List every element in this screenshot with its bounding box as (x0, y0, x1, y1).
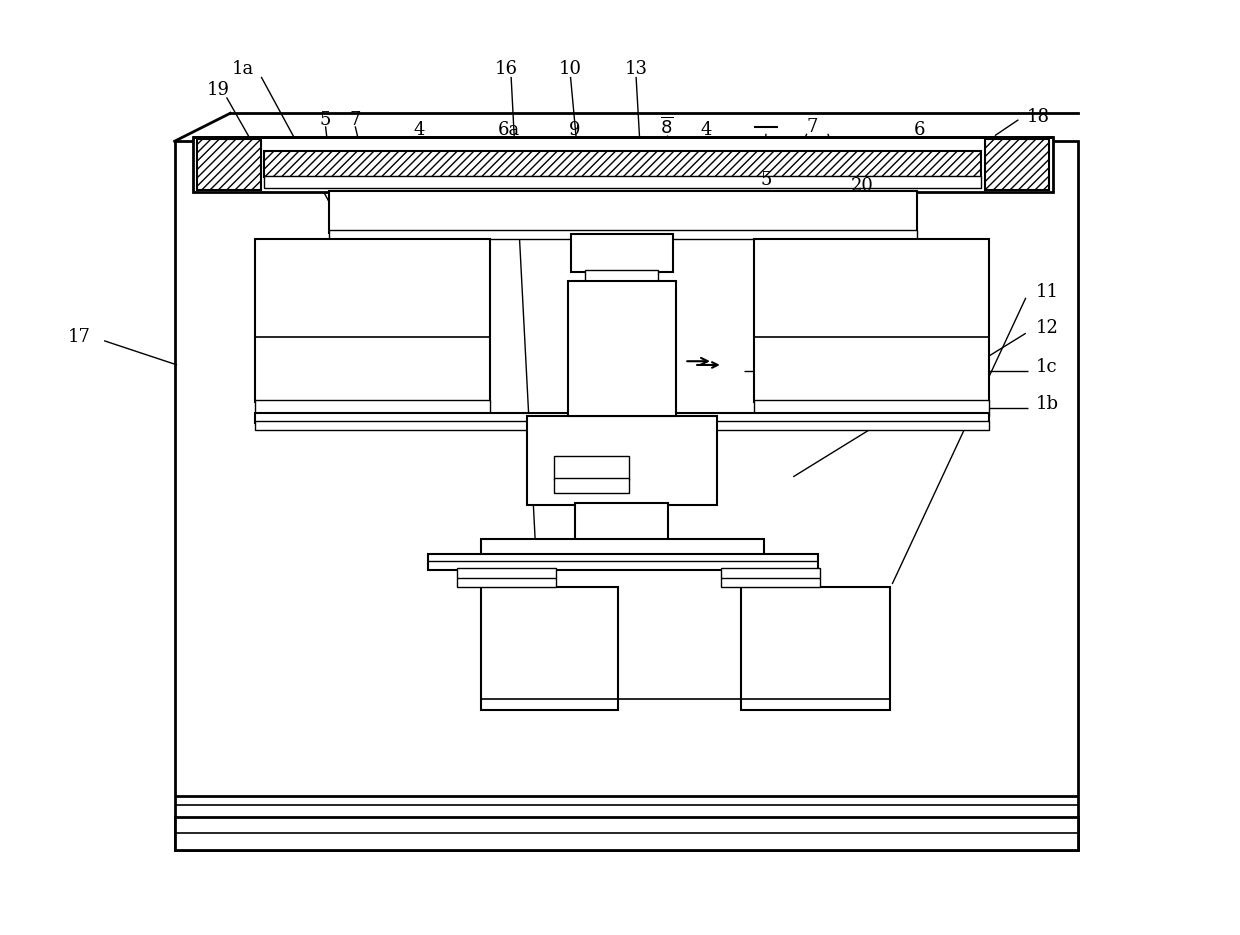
Bar (742, 587, 890, 710)
Bar (754, 400, 988, 416)
Text: 5: 5 (320, 110, 331, 129)
Bar (264, 151, 981, 177)
Text: 7: 7 (806, 118, 817, 137)
Text: 16: 16 (495, 60, 517, 78)
Bar (570, 235, 673, 272)
Bar (330, 191, 916, 233)
Text: $\overline{8}$: $\overline{8}$ (660, 117, 673, 137)
Text: 1b: 1b (1035, 396, 1059, 413)
Bar (175, 817, 1078, 850)
Bar (481, 539, 764, 556)
Bar (722, 568, 821, 587)
Text: 10: 10 (559, 60, 582, 78)
Bar (554, 456, 629, 480)
Text: 1a: 1a (232, 60, 254, 78)
Bar (193, 137, 1053, 193)
Bar (197, 139, 262, 190)
Text: 4: 4 (414, 121, 425, 139)
Bar (481, 587, 618, 710)
Bar (175, 141, 1078, 850)
Text: 20: 20 (851, 177, 874, 195)
Bar (255, 413, 988, 423)
Bar (255, 239, 490, 402)
Bar (428, 554, 818, 570)
Bar (568, 281, 676, 416)
Bar (255, 421, 988, 430)
Bar (456, 568, 556, 587)
Bar (255, 400, 490, 416)
Text: 9: 9 (568, 121, 580, 139)
Text: 5: 5 (760, 171, 771, 190)
Text: 7: 7 (350, 110, 361, 129)
Text: 4: 4 (701, 121, 712, 139)
Bar (527, 416, 717, 505)
Text: 19: 19 (206, 81, 229, 99)
Bar (264, 176, 981, 188)
Text: 12: 12 (1035, 319, 1058, 337)
Bar (985, 139, 1049, 190)
Bar (575, 503, 668, 540)
Text: 18: 18 (1027, 108, 1050, 126)
Bar (330, 230, 916, 239)
Text: 13: 13 (625, 60, 647, 78)
Text: 1c: 1c (1037, 358, 1058, 376)
Bar (585, 270, 658, 283)
Text: 17: 17 (68, 328, 91, 346)
Text: 6: 6 (914, 121, 925, 139)
Text: 6a: 6a (497, 121, 520, 139)
Text: 11: 11 (1035, 283, 1059, 301)
Bar (554, 478, 629, 493)
Bar (754, 239, 988, 402)
